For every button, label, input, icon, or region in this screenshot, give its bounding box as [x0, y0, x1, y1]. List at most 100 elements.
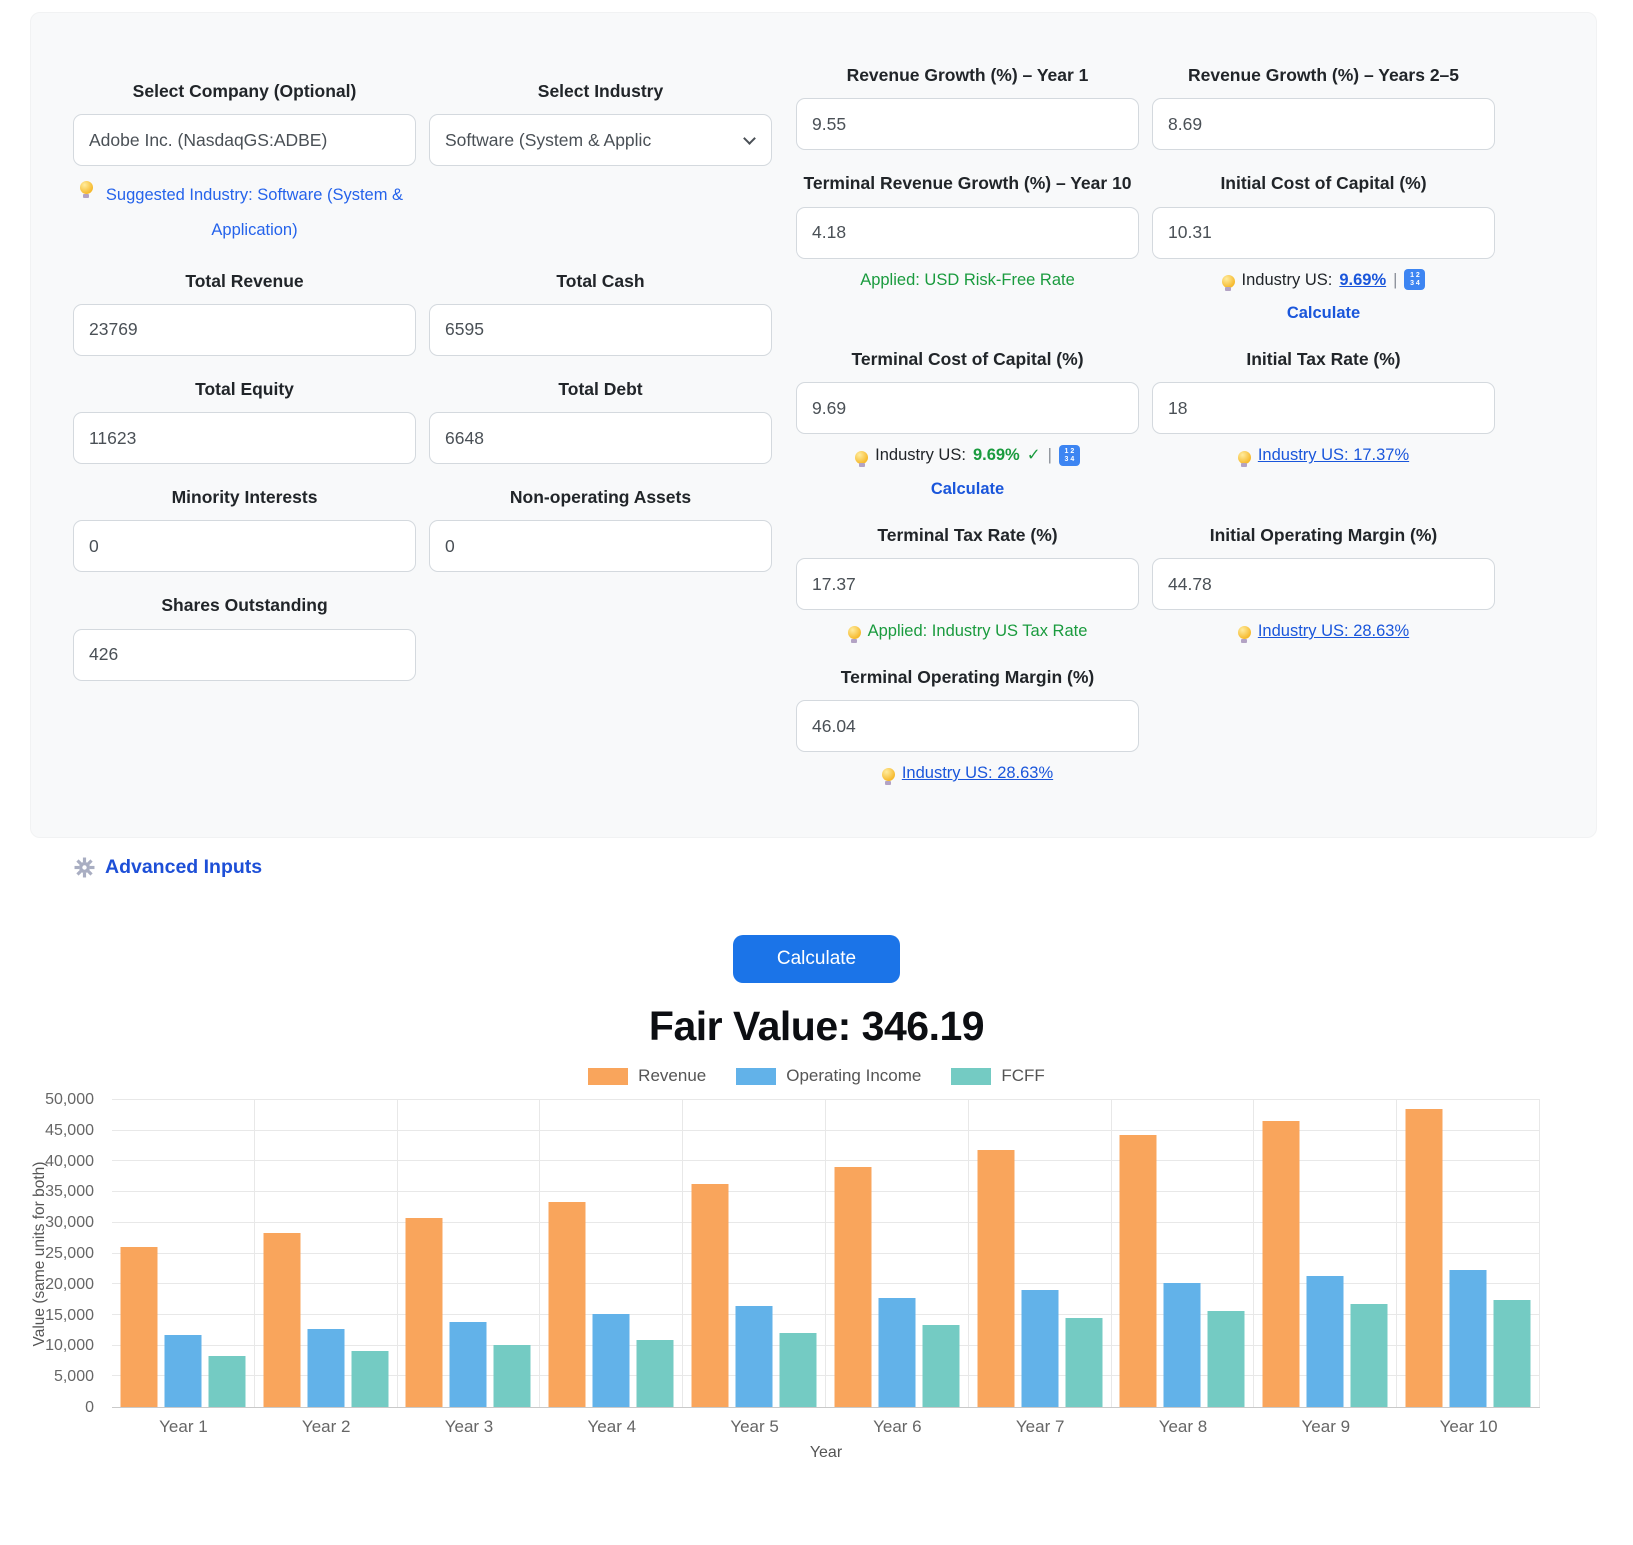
bar-group: [263, 1100, 389, 1407]
terminal-revenue-growth-input[interactable]: [796, 206, 1139, 259]
initial-coc-industry-note: Industry US: 9.69% |: [1221, 268, 1426, 293]
bar-group: [1119, 1100, 1245, 1407]
non-operating-assets-input[interactable]: [429, 520, 772, 573]
chart-category-column: [1112, 1100, 1255, 1407]
advanced-inputs-toggle[interactable]: Advanced Inputs: [74, 856, 1633, 879]
revenue-bar: [1405, 1108, 1443, 1407]
company-label: Select Company (Optional): [132, 81, 357, 101]
legend-item[interactable]: FCFF: [951, 1066, 1045, 1086]
bar-group: [548, 1100, 674, 1407]
terminal-coc-industry-note: Industry US: 9.69% ✓ |: [855, 443, 1080, 468]
operating-income-bar: [1021, 1289, 1059, 1407]
initial-margin-industry-link[interactable]: Industry US: 28.63%: [1257, 622, 1410, 640]
initial-coc-calculate-link[interactable]: Calculate: [1286, 304, 1361, 323]
field-revenue-growth-y2-5: Revenue Growth (%) – Years 2–5: [1152, 59, 1495, 151]
x-tick-label: Year 7: [1015, 1417, 1065, 1436]
x-tick-label: Year 3: [444, 1417, 494, 1436]
initial-operating-margin-label: Initial Operating Margin (%): [1209, 524, 1438, 545]
gear-icon: [74, 857, 95, 878]
operating-income-bar: [1306, 1275, 1344, 1407]
initial-tax-rate-input[interactable]: [1152, 382, 1495, 435]
company-input[interactable]: [73, 114, 416, 167]
grid-line: [112, 1344, 1540, 1346]
revenue-bar: [120, 1247, 158, 1407]
terminal-tax-rate-input[interactable]: [796, 558, 1139, 610]
field-industry: Select Industry Software (System & Appli…: [429, 75, 772, 248]
field-shares-outstanding: Shares Outstanding: [73, 589, 416, 681]
lightbulb-icon: [847, 626, 861, 643]
total-debt-input[interactable]: [429, 412, 772, 465]
industry-label: Select Industry: [537, 81, 664, 101]
initial-cost-of-capital-input[interactable]: [1152, 206, 1495, 259]
chart-y-axis: 0 5,000 10,000 15,000 20,000 25,000 30,000 35,0…: [0, 1091, 104, 1416]
field-terminal-tax-rate: Terminal Tax Rate (%) Applied: Industry …: [796, 519, 1139, 644]
y-tick-label: 35,000: [45, 1183, 94, 1201]
lightbulb-icon: [855, 450, 869, 468]
terminal-coc-calculate-link[interactable]: Calculate: [930, 480, 1005, 498]
field-company: Select Company (Optional) Suggested Indu…: [73, 75, 416, 248]
shares-outstanding-input[interactable]: [73, 628, 416, 681]
dcf-input-card: Select Company (Optional) Suggested Indu…: [30, 12, 1597, 838]
legend-label: FCFF: [1001, 1066, 1045, 1085]
minority-interests-input[interactable]: [73, 520, 416, 573]
industry-selected-value: Software (System & Applic: [445, 129, 652, 150]
terminal-cost-of-capital-input[interactable]: [796, 382, 1139, 435]
total-cash-input[interactable]: [429, 303, 772, 356]
x-tick-label: Year 10: [1439, 1417, 1498, 1436]
total-equity-input[interactable]: [73, 412, 416, 465]
x-tick-label: Year 8: [1158, 1417, 1208, 1436]
terminal-margin-industry-link[interactable]: Industry US: 28.63%: [901, 764, 1054, 782]
terminal-operating-margin-input[interactable]: [796, 700, 1139, 752]
total-revenue-label: Total Revenue: [185, 270, 304, 291]
chart-plot-area: [112, 1099, 1540, 1408]
suggested-industry-text: Suggested Industry: Software (System & A…: [105, 186, 404, 239]
legend-item[interactable]: Operating Income: [736, 1066, 921, 1086]
calculate-button[interactable]: Calculate: [732, 935, 901, 983]
initial-tax-industry-note: Industry US: 17.37%: [1237, 443, 1410, 468]
minority-interests-label: Minority Interests: [171, 487, 318, 508]
terminal-tax-applied-text: Applied: Industry US Tax Rate: [867, 622, 1088, 640]
operating-income-bar: [164, 1335, 202, 1407]
field-total-debt: Total Debt: [429, 373, 772, 465]
industry-select[interactable]: Software (System & Applic: [429, 114, 772, 167]
industry-us-rate-link[interactable]: 9.69%: [1339, 270, 1387, 289]
x-tick-label: Year 1: [159, 1417, 208, 1436]
lightbulb-icon: [1237, 626, 1251, 643]
chart-x-axis-title: Year: [809, 1444, 843, 1461]
suggested-industry-note[interactable]: Suggested Industry: Software (System & A…: [79, 178, 410, 247]
initial-tax-industry-link[interactable]: Industry US: 17.37%: [1257, 446, 1410, 465]
revenue-bar: [548, 1201, 586, 1407]
fcff-bar: [493, 1345, 531, 1407]
fair-value-result: Fair Value: 346.19: [648, 1003, 985, 1049]
grid-line: [112, 1160, 1540, 1162]
chart-plot-wrap: Value (same units for both) 0 5,000 10,000…: [0, 1091, 1633, 1416]
calculator-icon[interactable]: [1058, 445, 1080, 467]
operating-income-bar: [307, 1329, 345, 1407]
revenue-growth-y1-input[interactable]: [796, 98, 1139, 151]
grid-line: [112, 1191, 1540, 1193]
calculator-icon[interactable]: [1404, 269, 1426, 291]
legend-item[interactable]: Revenue: [588, 1066, 706, 1086]
legend-label: Operating Income: [786, 1066, 922, 1085]
total-revenue-input[interactable]: [73, 303, 416, 356]
y-tick-label: 40,000: [45, 1152, 94, 1170]
x-tick-label: Year 9: [1301, 1417, 1351, 1436]
separator: |: [1047, 446, 1052, 465]
fcff-bar: [1207, 1310, 1245, 1407]
applied-risk-free-text: Applied: USD Risk-Free Rate: [860, 270, 1075, 289]
grid-line: [112, 1283, 1540, 1285]
y-tick-label: 15,000: [45, 1306, 94, 1324]
x-tick-label: Year 2: [301, 1417, 351, 1436]
chart-x-axis: Year 1 Year 2 Year 3 Year 4 Year 5 Year 6 Year…: [112, 1408, 1540, 1437]
revenue-growth-y2-5-input[interactable]: [1152, 98, 1495, 151]
chart-category-column: [112, 1100, 255, 1407]
legend-label: Revenue: [638, 1066, 707, 1085]
operating-income-bar: [592, 1314, 630, 1407]
fcff-bar: [1065, 1317, 1103, 1407]
initial-operating-margin-input[interactable]: [1152, 558, 1495, 610]
legend-swatch: [736, 1067, 777, 1085]
initial-tax-rate-label: Initial Tax Rate (%): [1246, 349, 1401, 369]
operating-income-bar: [878, 1297, 916, 1407]
y-tick-label: 0: [85, 1399, 94, 1416]
chart-category-column: [1397, 1100, 1540, 1407]
